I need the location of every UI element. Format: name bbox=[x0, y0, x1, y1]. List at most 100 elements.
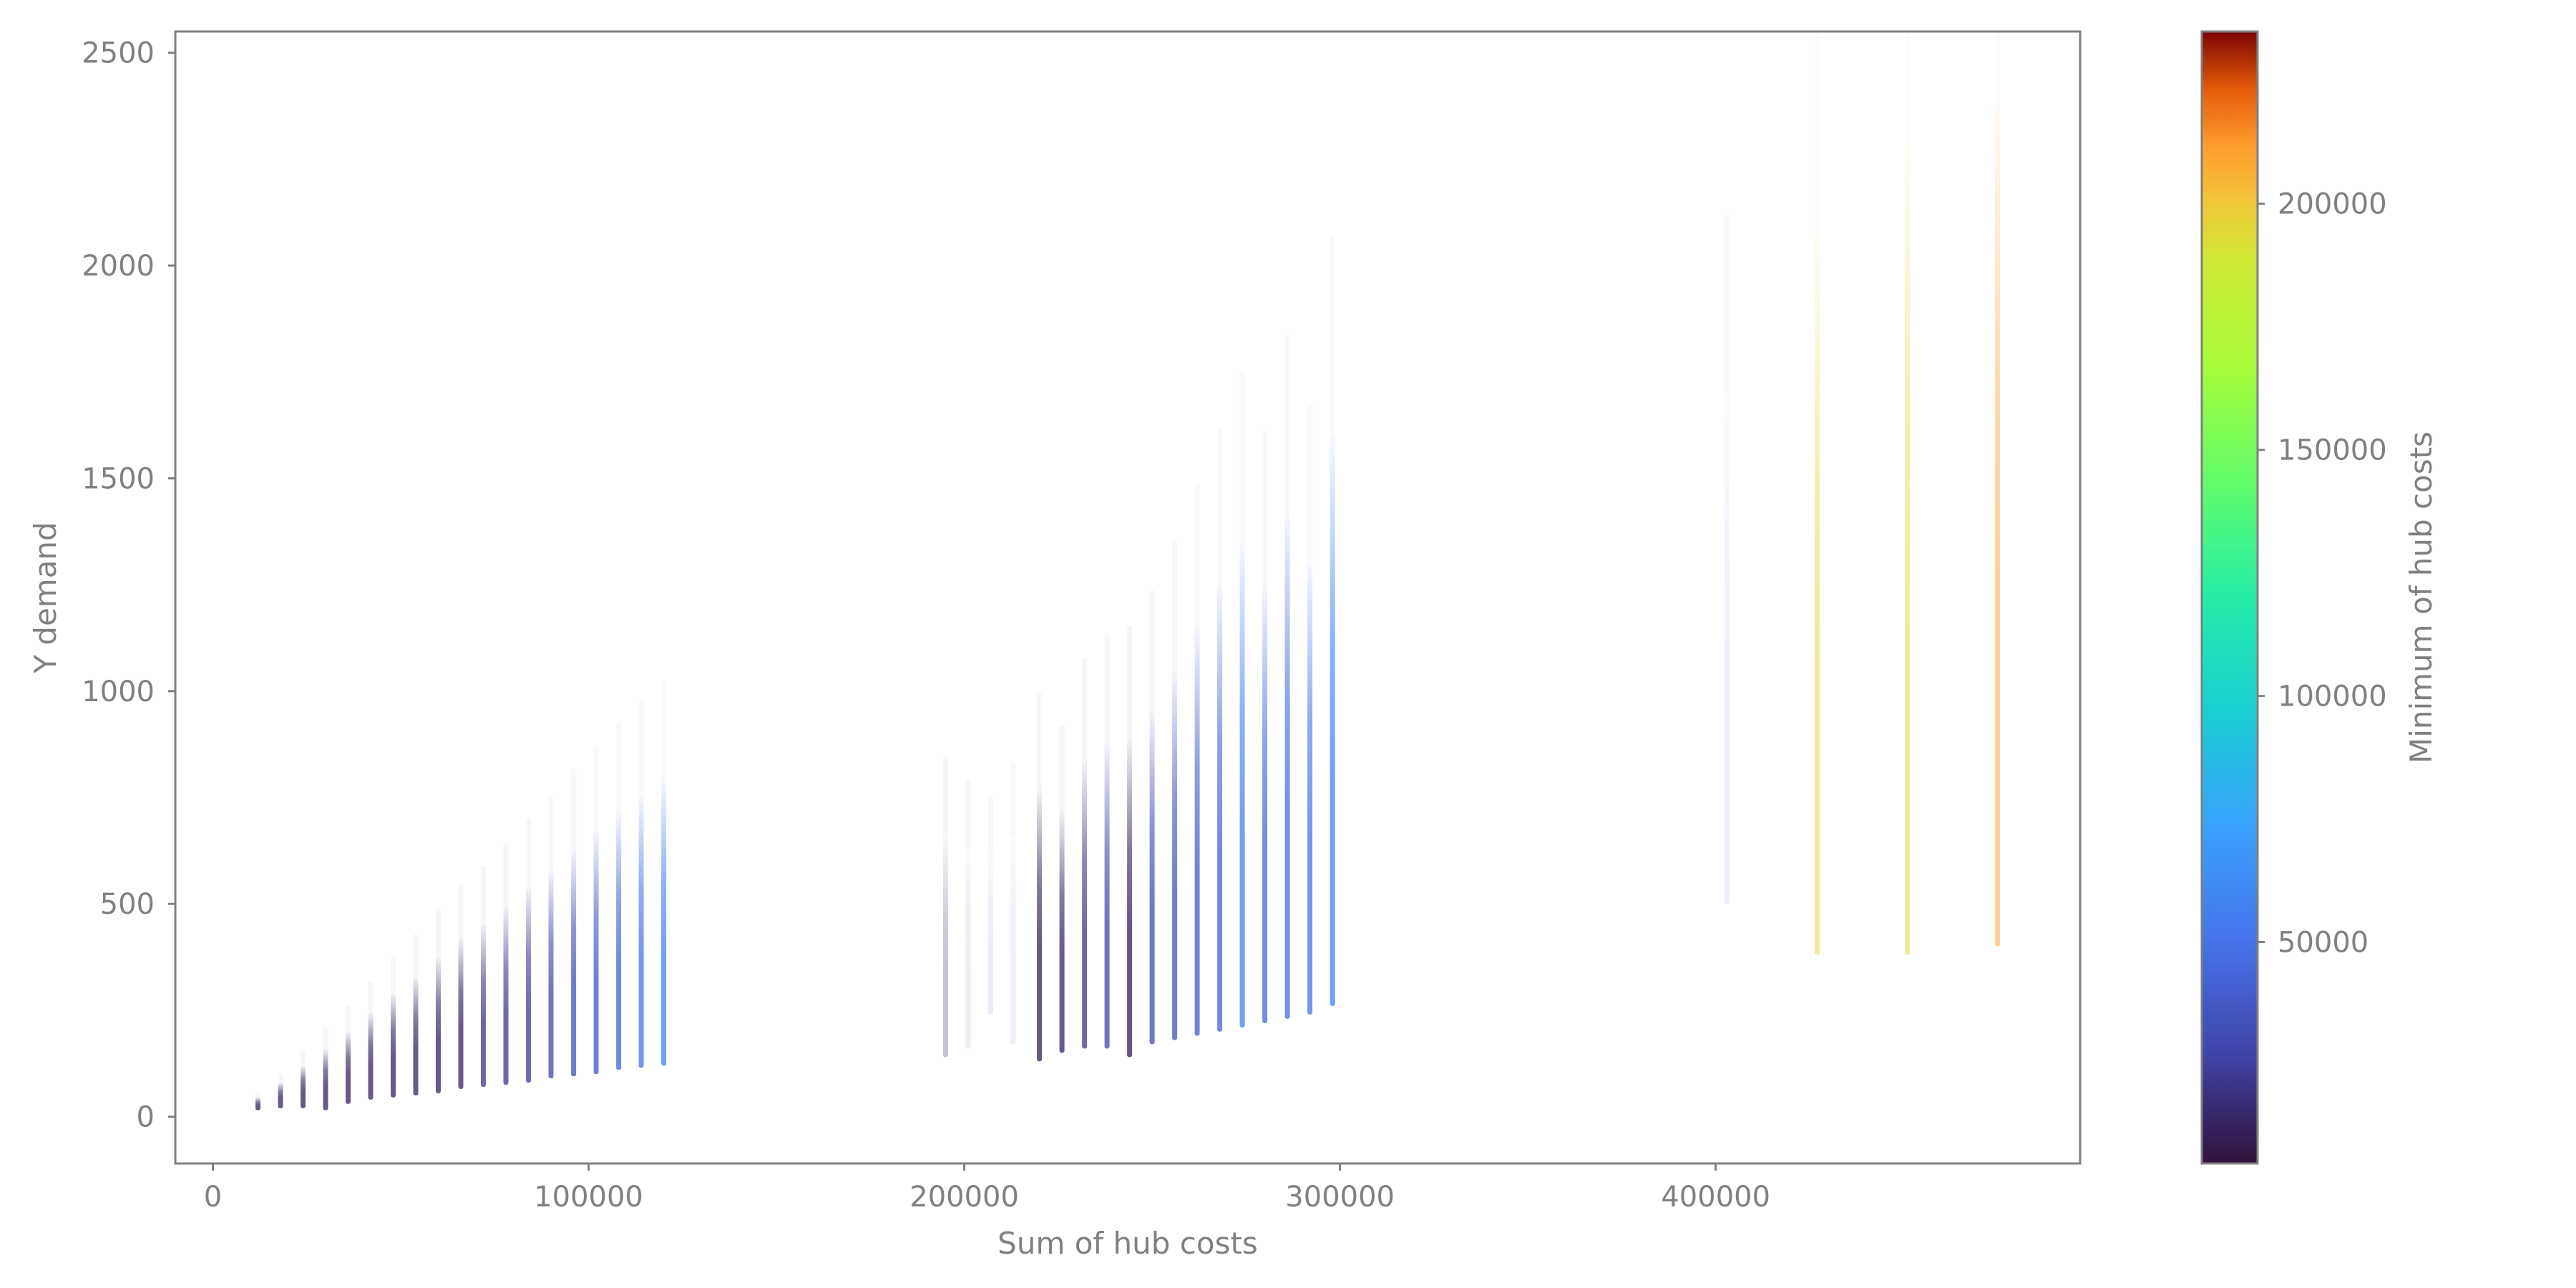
data-column bbox=[1059, 725, 1065, 1053]
data-point-column bbox=[255, 1097, 260, 1111]
data-column bbox=[571, 769, 577, 1077]
data-point-tail bbox=[1104, 635, 1110, 743]
data-column bbox=[1149, 590, 1155, 1045]
data-point-tail bbox=[987, 796, 993, 853]
data-point-column bbox=[965, 848, 971, 1049]
data-point-column bbox=[526, 887, 531, 1083]
data-point-column bbox=[1815, 223, 1820, 955]
y-tick-label: 0 bbox=[137, 1101, 155, 1134]
data-column bbox=[1724, 214, 1729, 904]
data-point-column bbox=[481, 923, 486, 1087]
data-point-tail bbox=[503, 843, 509, 907]
data-column bbox=[1330, 236, 1335, 1006]
data-column bbox=[1037, 693, 1043, 1062]
colorbar-axis: 50000 100000 150000 200000 bbox=[2258, 188, 2387, 959]
data-point-tail bbox=[1262, 431, 1268, 585]
x-tick-label: 0 bbox=[204, 1181, 222, 1214]
data-column bbox=[1194, 484, 1200, 1036]
data-point-tail bbox=[346, 1006, 351, 1032]
data-point-tail bbox=[661, 680, 667, 781]
data-point-tail bbox=[1194, 484, 1200, 628]
data-point-column bbox=[1905, 137, 1910, 955]
data-point-tail bbox=[548, 796, 554, 870]
data-point-column bbox=[1104, 742, 1110, 1049]
data-point-column bbox=[1284, 512, 1290, 1019]
x-axis-label: Sum of hub costs bbox=[997, 1226, 1258, 1261]
data-point-column bbox=[346, 1031, 351, 1104]
data-point-column bbox=[1262, 585, 1268, 1023]
data-point-tail bbox=[1149, 590, 1155, 708]
plot-area bbox=[255, 31, 2000, 1111]
data-point-column bbox=[1995, 95, 2000, 947]
data-point-column bbox=[1010, 836, 1016, 1045]
data-column bbox=[616, 722, 622, 1070]
data-point-column bbox=[1149, 708, 1155, 1045]
colorbar bbox=[2200, 30, 2259, 1165]
data-point-tail bbox=[571, 769, 577, 849]
data-column bbox=[1995, 31, 2000, 947]
data-column bbox=[1082, 658, 1088, 1049]
data-point-tail bbox=[1724, 214, 1729, 394]
x-tick-label: 300000 bbox=[1285, 1181, 1395, 1214]
data-column bbox=[368, 982, 374, 1100]
data-point-column bbox=[1037, 789, 1043, 1062]
data-point-tail bbox=[1815, 31, 1820, 223]
x-tick-label: 400000 bbox=[1661, 1181, 1770, 1214]
data-column bbox=[965, 779, 971, 1049]
data-column bbox=[301, 1050, 306, 1108]
y-tick-label: 1500 bbox=[82, 462, 155, 495]
data-point-tail bbox=[526, 818, 531, 887]
data-point-column bbox=[413, 976, 419, 1096]
data-point-tail bbox=[1905, 31, 1910, 138]
data-point-tail bbox=[1995, 31, 2000, 96]
data-point-tail bbox=[616, 722, 622, 813]
data-point-tail bbox=[1330, 236, 1335, 436]
data-point-tail bbox=[323, 1027, 328, 1049]
data-point-tail bbox=[413, 935, 419, 977]
y-tick-label: 2500 bbox=[82, 37, 155, 70]
data-point-column bbox=[942, 836, 948, 1058]
y-tick-label: 500 bbox=[100, 888, 155, 921]
data-column bbox=[548, 796, 554, 1078]
colorbar-label: Minimum of hub costs bbox=[2404, 431, 2439, 763]
data-point-tail bbox=[1082, 658, 1088, 759]
y-tick-label: 1000 bbox=[82, 675, 155, 708]
data-point-tail bbox=[301, 1050, 306, 1066]
data-point-tail bbox=[942, 758, 948, 836]
data-points bbox=[255, 31, 2000, 1111]
data-point-column bbox=[616, 812, 622, 1070]
data-point-tail bbox=[1127, 626, 1133, 738]
data-point-tail bbox=[1239, 372, 1245, 542]
x-axis: 0 100000 200000 300000 400000 bbox=[204, 1163, 1770, 1214]
data-point-column bbox=[548, 869, 554, 1078]
data-column bbox=[481, 865, 486, 1087]
data-point-column bbox=[503, 906, 509, 1085]
data-column bbox=[1284, 335, 1290, 1019]
data-point-column bbox=[1217, 585, 1223, 1032]
data-column bbox=[458, 884, 464, 1089]
data-point-tail bbox=[1037, 693, 1043, 789]
data-point-column bbox=[661, 780, 667, 1066]
y-axis: 0 500 1000 1500 2000 2500 bbox=[82, 37, 175, 1134]
data-column bbox=[391, 957, 396, 1098]
data-column bbox=[323, 1027, 328, 1111]
data-point-column bbox=[1239, 542, 1245, 1028]
data-point-column bbox=[571, 848, 577, 1077]
data-point-column bbox=[368, 1012, 374, 1100]
plot-frame bbox=[174, 30, 2082, 1165]
data-point-tail bbox=[391, 957, 396, 994]
data-point-column bbox=[1082, 759, 1088, 1049]
colorbar-tick-label: 200000 bbox=[2278, 188, 2387, 221]
data-column bbox=[1104, 635, 1110, 1049]
data-column bbox=[1217, 428, 1223, 1032]
data-point-tail bbox=[965, 779, 971, 849]
data-column bbox=[1010, 763, 1016, 1045]
data-point-column bbox=[458, 937, 464, 1089]
data-point-tail bbox=[481, 865, 486, 923]
data-point-tail bbox=[1284, 335, 1290, 512]
data-point-tail bbox=[255, 1093, 260, 1098]
y-tick-label: 2000 bbox=[82, 250, 155, 283]
data-column bbox=[436, 909, 441, 1093]
data-column bbox=[413, 935, 419, 1096]
